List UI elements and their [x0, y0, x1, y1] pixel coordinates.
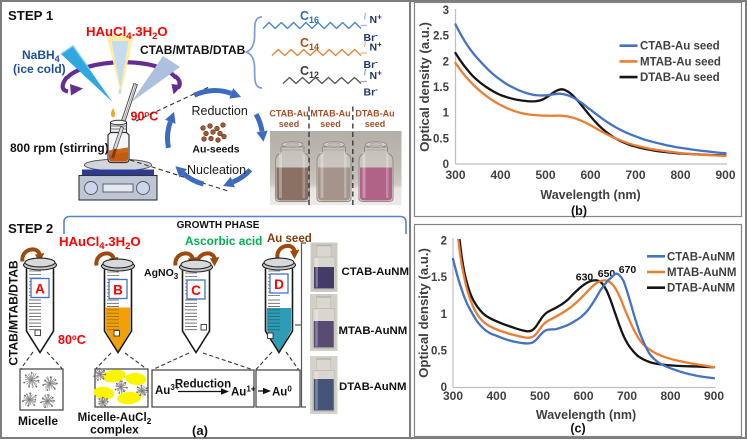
svg-text:STEP 2: STEP 2 [8, 221, 53, 236]
svg-text:seed: seed [320, 119, 341, 129]
svg-text:DTAB-Au seed: DTAB-Au seed [640, 72, 720, 84]
svg-text:1.5: 1.5 [431, 272, 448, 284]
svg-text:1.5: 1.5 [433, 82, 450, 94]
svg-text:800: 800 [670, 168, 690, 182]
svg-text:670: 670 [619, 264, 637, 276]
svg-text:Optical density (a.u.): Optical density (a.u.) [417, 22, 432, 152]
svg-text:300: 300 [443, 389, 463, 403]
svg-text:(c): (c) [570, 422, 585, 436]
svg-text:seed: seed [365, 119, 386, 129]
svg-text:A: A [35, 282, 45, 297]
svg-text:650: 650 [598, 268, 616, 280]
svg-text:B: B [113, 283, 123, 298]
svg-text:MTAB-AuNM: MTAB-AuNM [667, 267, 736, 279]
svg-text:CTAB/MTAB/DTAB: CTAB/MTAB/DTAB [140, 43, 246, 57]
svg-text:500: 500 [535, 168, 555, 182]
svg-text:MTAB-Au: MTAB-Au [310, 109, 350, 119]
svg-text:(b): (b) [571, 204, 587, 218]
svg-text:800: 800 [660, 389, 680, 403]
svg-text:CTAB-AuNM: CTAB-AuNM [667, 251, 735, 263]
svg-text:MTAB-Au seed: MTAB-Au seed [640, 56, 721, 68]
svg-text:Optical density (a.u.): Optical density (a.u.) [416, 248, 431, 378]
svg-text:900: 900 [715, 168, 735, 182]
svg-text:Reduction: Reduction [175, 379, 231, 391]
svg-text:500: 500 [530, 389, 550, 403]
svg-text:D: D [274, 277, 284, 292]
svg-text:300: 300 [445, 168, 465, 182]
svg-text:1: 1 [443, 108, 450, 120]
svg-text:900: 900 [704, 389, 724, 403]
svg-text:0.5: 0.5 [433, 133, 450, 145]
svg-text:STEP 1: STEP 1 [8, 8, 53, 23]
svg-text:CTAB-AuNM: CTAB-AuNM [342, 266, 409, 278]
svg-text:(a): (a) [192, 423, 208, 438]
svg-text:Nucleation: Nucleation [187, 163, 246, 177]
svg-text:2: 2 [443, 56, 449, 68]
svg-text:C: C [191, 283, 201, 298]
svg-text:Wavelength (nm): Wavelength (nm) [540, 188, 640, 202]
svg-text:2: 2 [441, 236, 447, 248]
svg-text:700: 700 [617, 389, 637, 403]
svg-text:seed: seed [279, 119, 300, 129]
svg-text:CTAB-Au seed: CTAB-Au seed [640, 41, 720, 53]
svg-text:400: 400 [486, 389, 506, 403]
svg-text:2.5: 2.5 [433, 31, 450, 43]
svg-text:800 rpm (stirring): 800 rpm (stirring) [10, 141, 109, 155]
svg-text:AgNO3: AgNO3 [144, 267, 179, 281]
svg-text:Au-seeds: Au-seeds [192, 144, 239, 156]
svg-text:DTAB-Au: DTAB-Au [355, 109, 394, 119]
svg-text:complex: complex [90, 423, 139, 437]
svg-text:(ice cold): (ice cold) [13, 62, 66, 76]
svg-text:MTAB-AuNM: MTAB-AuNM [339, 325, 408, 337]
svg-text:3: 3 [443, 5, 449, 17]
svg-text:Micelle: Micelle [18, 414, 58, 428]
svg-text:700: 700 [625, 168, 645, 182]
svg-text:CTAB/MTAB/DTAB: CTAB/MTAB/DTAB [7, 260, 21, 366]
svg-text:1: 1 [441, 309, 448, 321]
svg-text:Reduction: Reduction [192, 104, 248, 118]
svg-text:DTAB-AuNM: DTAB-AuNM [667, 283, 735, 295]
svg-text:Ascorbic acid: Ascorbic acid [185, 234, 262, 248]
svg-text:GROWTH PHASE: GROWTH PHASE [177, 220, 260, 231]
svg-text:Wavelength (nm): Wavelength (nm) [536, 408, 636, 422]
svg-text:CTAB-Au: CTAB-Au [269, 109, 308, 119]
svg-text:400: 400 [490, 168, 510, 182]
svg-text:DTAB-AuNM: DTAB-AuNM [339, 381, 406, 393]
svg-text:0.5: 0.5 [431, 345, 448, 357]
svg-text:600: 600 [573, 389, 593, 403]
svg-text:600: 600 [580, 168, 600, 182]
